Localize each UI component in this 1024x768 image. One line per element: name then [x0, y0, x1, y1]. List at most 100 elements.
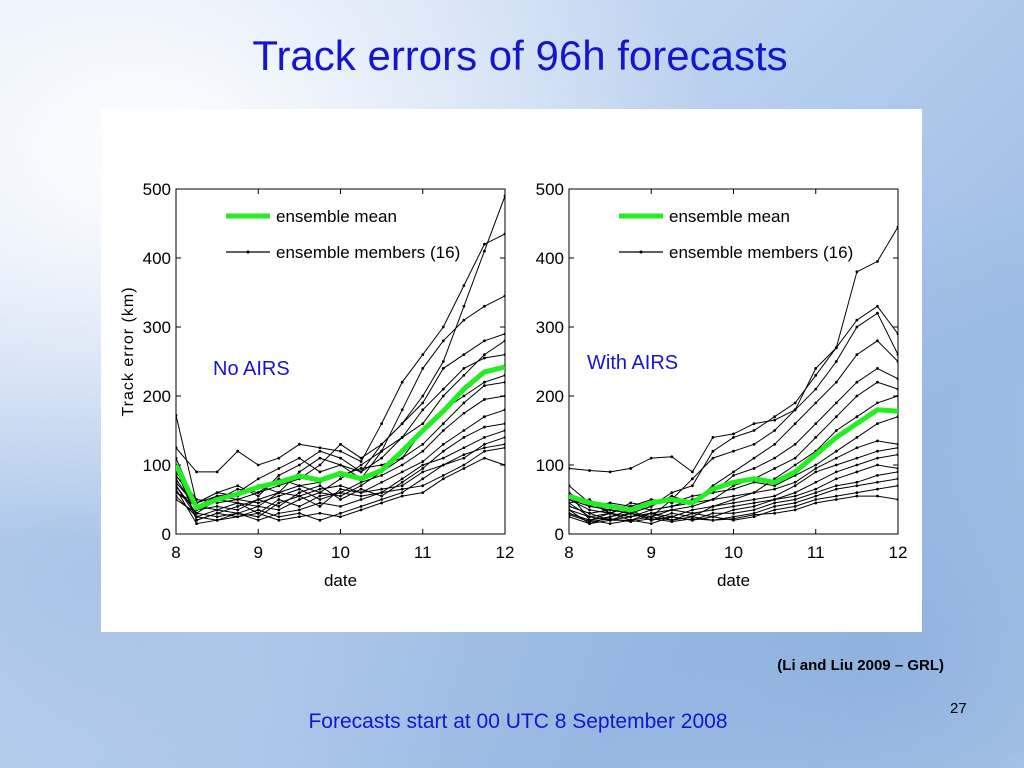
ensemble-member-point — [339, 487, 342, 491]
ensemble-member-point — [421, 422, 425, 425]
ensemble-member-point — [318, 470, 322, 474]
ensemble-member-point — [359, 487, 363, 491]
ensemble-member-point — [380, 442, 384, 446]
ensemble-member-point — [215, 515, 219, 519]
ensemble-member-point — [814, 467, 818, 470]
panel-label: No AIRS — [213, 358, 290, 380]
ensemble-member-point — [649, 508, 653, 512]
ensemble-member-point — [793, 505, 797, 508]
ensemble-member-point — [421, 394, 425, 398]
ensemble-member-point — [483, 304, 486, 308]
ensemble-member-point — [814, 387, 818, 391]
ensemble-member-point — [569, 491, 571, 494]
ensemble-member-point — [462, 353, 466, 356]
ensemble-member-point — [215, 505, 219, 508]
citation: (Li and Liu 2009 – GRL) — [777, 657, 944, 674]
ensemble-member-point — [896, 446, 898, 450]
ensemble-member-point — [876, 456, 879, 460]
ensemble-member-point — [855, 325, 859, 329]
x-tick-label: 9 — [254, 543, 263, 562]
ensemble-member-point — [876, 380, 879, 384]
ensemble-member-point — [236, 511, 240, 515]
x-tick-label: 8 — [171, 543, 180, 562]
data-layer — [569, 225, 898, 526]
ensemble-member-point — [277, 456, 281, 460]
ensemble-member-point — [608, 501, 612, 505]
ensemble-member-point — [503, 232, 505, 236]
ensemble-member-point — [400, 380, 404, 384]
ensemble-member-point — [896, 415, 898, 419]
ensemble-member-point — [400, 487, 404, 491]
ensemble-member-point — [834, 487, 838, 491]
ensemble-member-point — [773, 415, 777, 419]
ensemble-member-point — [834, 415, 838, 419]
ensemble-member-point — [400, 480, 404, 484]
ensemble-member-point — [855, 484, 859, 488]
ensemble-member-point — [690, 517, 694, 521]
ensemble-member-point — [814, 436, 818, 439]
ensemble-member-point — [462, 304, 466, 308]
ensemble-member-point — [834, 463, 838, 467]
ensemble-member-point — [380, 491, 384, 494]
ensemble-member-point — [649, 522, 653, 526]
ensemble-member-point — [176, 494, 178, 498]
ensemble-member-point — [834, 346, 838, 350]
ensemble-member-point — [441, 429, 445, 432]
ensemble-member-point — [483, 415, 486, 419]
ensemble-member-point — [277, 508, 281, 512]
ensemble-member-point — [441, 367, 445, 370]
ensemble-member-point — [793, 491, 797, 494]
ensemble-member-point — [752, 508, 756, 512]
ensemble-member-point — [441, 339, 445, 343]
ensemble-member-point — [814, 373, 818, 377]
ensemble-member-point — [690, 494, 694, 498]
ensemble-member-point — [318, 498, 322, 501]
ensemble-member-point — [359, 498, 363, 501]
ensemble-member-point — [773, 511, 777, 515]
ensemble-member-point — [569, 515, 571, 519]
ensemble-member-point — [339, 442, 342, 446]
ensemble-member-point — [793, 501, 797, 505]
ensemble-member-point — [503, 436, 505, 439]
ensemble-member-point — [503, 353, 505, 356]
ensemble-member-point — [318, 505, 322, 508]
ensemble-member-point — [793, 456, 797, 460]
ensemble-member-point — [359, 494, 363, 498]
ensemble-member-point — [503, 332, 505, 336]
ensemble-member-point — [855, 494, 859, 498]
ensemble-member-point — [277, 501, 281, 505]
ensemble-member-point — [569, 501, 571, 505]
ensemble-member-point — [400, 494, 404, 498]
ensemble-member-point — [359, 467, 363, 470]
ensemble-member-point — [503, 194, 505, 198]
ensemble-member-point — [318, 494, 322, 498]
ensemble-member-point — [834, 494, 838, 498]
ensemble-member-point — [814, 401, 818, 405]
ensemble-member-point — [793, 401, 797, 405]
ensemble-member-point — [773, 442, 777, 446]
ensemble-member-point — [773, 467, 777, 470]
ensemble-member-point — [256, 505, 260, 508]
ensemble-member-point — [649, 456, 653, 460]
ensemble-member-point — [711, 518, 715, 522]
ensemble-member-point — [732, 473, 735, 477]
ensemble-member-point — [608, 522, 612, 526]
y-tick-label: 300 — [536, 318, 564, 337]
chart-panel-2: 0 100 200 300 400 500 8 9 10 11 12 date ensemble mea… — [536, 180, 908, 590]
ensemble-member-point — [690, 511, 694, 515]
y-tick-label: 100 — [143, 456, 171, 475]
ensemble-member-point — [277, 498, 281, 501]
ensemble-member-point — [277, 515, 281, 519]
ensemble-member-point — [236, 498, 240, 501]
ensemble-member-point — [608, 508, 612, 512]
ensemble-member-point — [649, 515, 653, 519]
ensemble-member-point — [834, 477, 838, 481]
ensemble-member-point — [297, 487, 301, 491]
ensemble-member-point — [752, 429, 756, 432]
ensemble-member-point — [483, 446, 486, 450]
ensemble-member-point — [421, 442, 425, 446]
x-tick-label: 10 — [724, 543, 743, 562]
ensemble-member-point — [649, 498, 653, 501]
ensemble-member-point — [297, 470, 301, 474]
ensemble-member-point — [339, 491, 342, 494]
